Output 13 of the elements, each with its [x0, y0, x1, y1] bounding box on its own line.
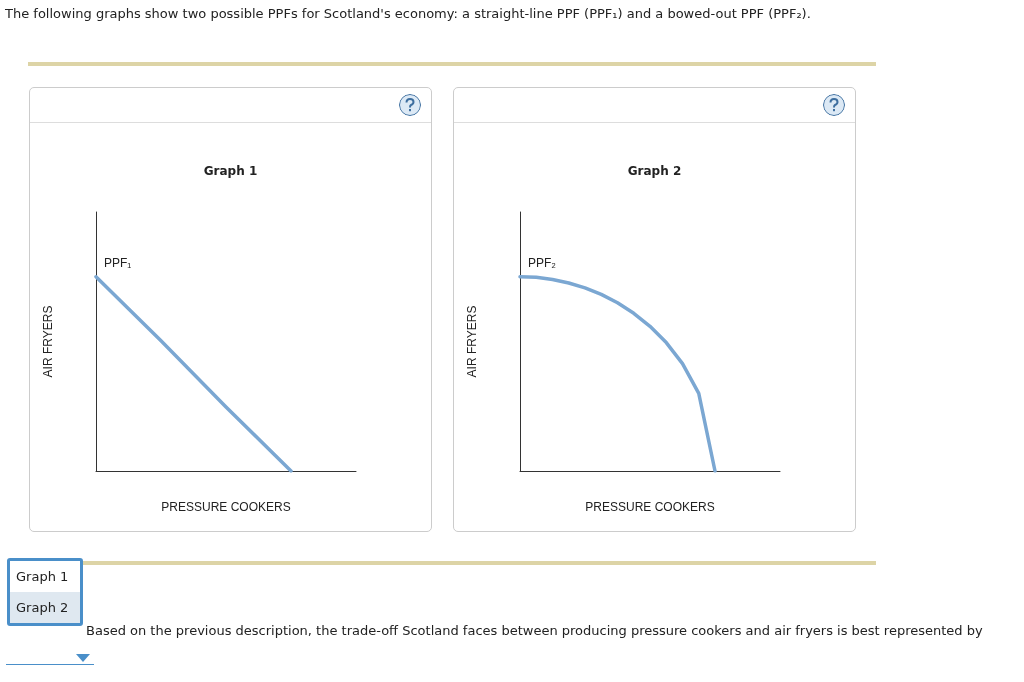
text: The following graphs show two possible PPFs for Scotland's economy: a straight-line PPF (PPF₁) and a bowed-out PPF (PPF₂). [5, 6, 811, 21]
x-axis-title: PRESSURE COOKERS [161, 500, 291, 514]
y-axis-title: AIR FRYERS [41, 305, 55, 378]
chart-title: Graph 2 [627, 164, 682, 178]
x-axis-title: PRESSURE COOKERS [585, 500, 715, 514]
y-axis-title: AIR FRYERS [465, 305, 479, 378]
dropdown-menu: Graph 1 Graph 2 [7, 558, 83, 626]
series-label: PPF₁ [104, 255, 132, 270]
caption: Graph 1 [15, 568, 70, 586]
chart-title: Graph 1 [203, 164, 258, 178]
text: Based on the previous description, the trade-off Scotland faces between producing pressure cookers and air fryers is best represented by [86, 623, 983, 638]
caption: Graph 2 [10, 592, 80, 623]
series-label: PPF₂ [528, 255, 557, 270]
